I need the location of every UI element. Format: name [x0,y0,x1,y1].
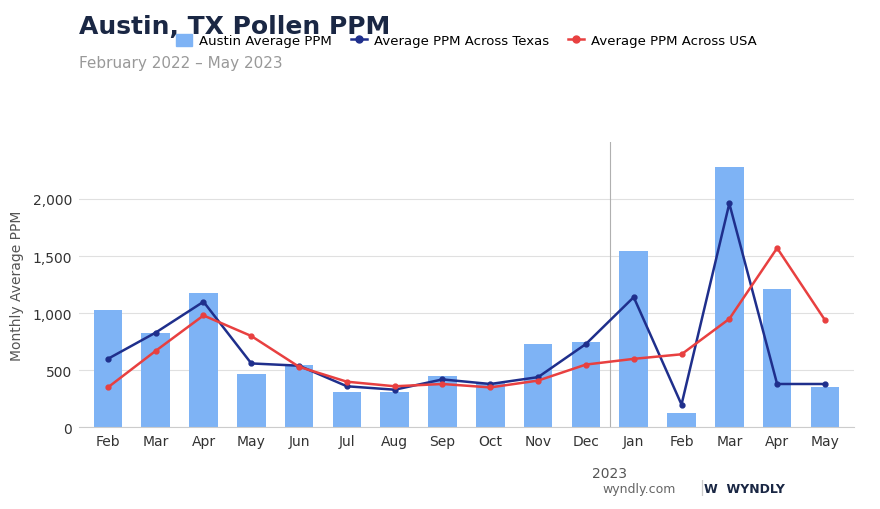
Bar [715,167,744,428]
Bar [429,376,457,428]
Text: W  WYNDLY: W WYNDLY [704,482,785,495]
Bar [189,293,218,428]
Bar [380,392,409,428]
Bar [524,344,553,428]
Bar [810,388,840,428]
Bar [237,374,266,428]
Text: |: | [700,479,705,495]
Bar [333,392,361,428]
Bar [572,342,600,428]
Bar [620,252,648,428]
Legend: Austin Average PPM, Average PPM Across Texas, Average PPM Across USA: Austin Average PPM, Average PPM Across T… [171,30,762,53]
Bar [285,365,313,428]
Y-axis label: Monthly Average PPM: Monthly Average PPM [11,210,25,360]
Text: wyndly.com: wyndly.com [603,482,676,495]
Text: 2023: 2023 [592,466,627,480]
Bar [667,413,696,428]
Text: February 2022 – May 2023: February 2022 – May 2023 [79,56,282,71]
Text: Austin, TX Pollen PPM: Austin, TX Pollen PPM [79,15,391,39]
Bar [93,310,122,428]
Bar [142,333,170,428]
Bar [763,290,791,428]
Bar [476,383,504,428]
